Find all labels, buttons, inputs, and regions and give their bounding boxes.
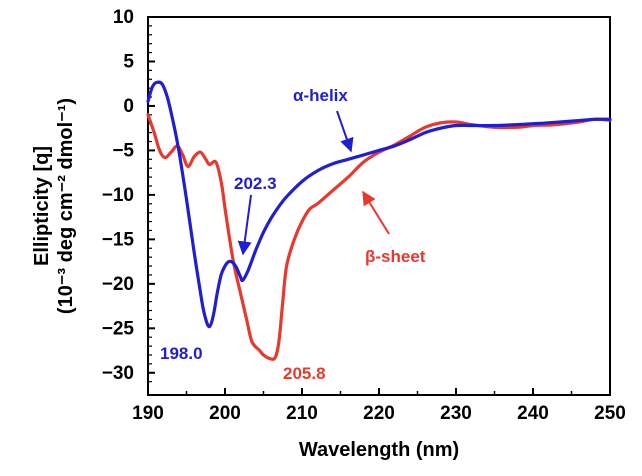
annotation-beta-sheet: β-sheet (365, 247, 426, 266)
y-tick-label: −25 (102, 318, 135, 339)
y-tick-label: −30 (102, 363, 134, 384)
x-tick-label: 200 (209, 403, 241, 424)
y-axis-label-line1: Ellipticity [q] (31, 146, 53, 266)
x-tick-label: 250 (594, 403, 626, 424)
y-tick-label: −5 (112, 140, 134, 161)
y-axis: 10 5 0 −5 −10 −15 −20 −25 −30 (102, 7, 155, 384)
series-line-alpha-helix (146, 80, 612, 329)
y-tick-label: −10 (102, 185, 134, 206)
x-tick-label: 230 (440, 403, 472, 424)
annotation-202-3: 202.3 (234, 174, 277, 193)
arrow-beta-sheet (362, 190, 390, 235)
series-line-beta-sheet (146, 113, 612, 361)
y-tick-label: 0 (123, 96, 134, 117)
x-axis-label: Wavelength (nm) (299, 439, 459, 461)
x-axis: 190 200 210 220 230 240 250 (132, 388, 626, 424)
x-tick-label: 210 (286, 403, 318, 424)
series-layer (146, 80, 612, 361)
x-tick-label: 220 (363, 403, 395, 424)
plot-frame (147, 16, 611, 396)
x-tick-label: 190 (132, 403, 164, 424)
arrow-alpha-helix (336, 110, 354, 153)
annotation-198-0: 198.0 (160, 344, 203, 363)
y-tick-label: −20 (102, 274, 134, 295)
x-tick-label: 240 (517, 403, 549, 424)
annotation-205-8: 205.8 (283, 364, 326, 383)
y-tick-label: −15 (102, 229, 135, 250)
y-tick-label: 5 (123, 51, 134, 72)
y-axis-label-line2: (10⁻³ deg cm⁻² dmol⁻¹) (55, 98, 77, 314)
y-tick-label: 10 (113, 7, 134, 28)
arrow-202-3 (237, 194, 252, 256)
annotation-alpha-helix: α-helix (293, 86, 348, 105)
